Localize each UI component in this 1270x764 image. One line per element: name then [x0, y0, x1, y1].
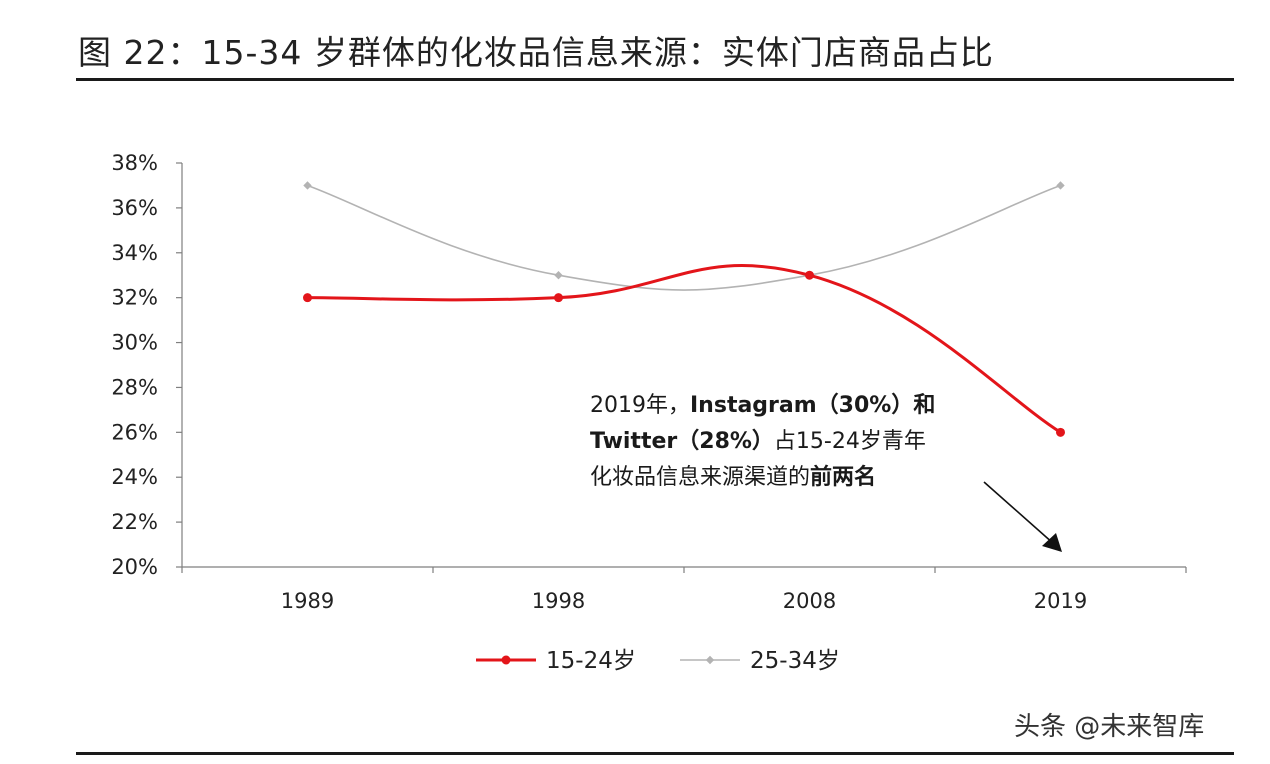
- y-tick-label: 32%: [111, 286, 158, 310]
- y-tick-label: 28%: [111, 375, 158, 399]
- series-line-25-34岁: [307, 184, 1061, 291]
- chart-axes: [181, 163, 1186, 568]
- x-tick-label: 2019: [1034, 589, 1087, 613]
- data-point-25-34岁-1989: [303, 181, 312, 190]
- y-tick-label: 20%: [111, 555, 158, 579]
- legend-marker-25-34岁: [705, 655, 715, 665]
- y-tick-label: 22%: [111, 510, 158, 534]
- data-point-15-24岁-1989: [303, 293, 312, 303]
- annotation-arrow: [983, 481, 1062, 552]
- watermark: 头条 @未来智库: [1014, 712, 1205, 742]
- y-tick-label: 36%: [111, 196, 158, 220]
- y-tick-label: 24%: [111, 465, 158, 489]
- data-point-15-24岁-1998: [554, 293, 563, 303]
- legend-label-15-24岁: 15-24岁: [546, 648, 636, 674]
- annotation-line-1: 2019年，Instagram（30%）和: [590, 388, 1010, 424]
- annotation-line-3: 化妆品信息来源渠道的前两名: [590, 460, 1010, 496]
- arrow-head: [1042, 533, 1062, 552]
- data-point-25-34岁-2019: [1056, 181, 1065, 190]
- data-point-15-24岁-2019: [1056, 427, 1065, 437]
- footer-rule: [76, 752, 1234, 755]
- figure-title: 图 22：15-34 岁群体的化妆品信息来源：实体门店商品占比: [78, 33, 994, 72]
- x-axis-ticks: 1989 1998 2008 2019: [181, 567, 1187, 613]
- x-tick-label: 2008: [783, 589, 836, 613]
- series-line-15-24岁: [307, 264, 1062, 434]
- y-tick-label: 26%: [111, 420, 158, 444]
- chart-legend: 15-24岁 25-34岁: [476, 648, 840, 674]
- legend-marker-15-24岁: [501, 655, 511, 665]
- arrow-shaft: [983, 481, 1055, 545]
- annotation-text: 占15-24岁青年: [773, 429, 926, 454]
- chart-annotation: 2019年，Instagram（30%）和 Twitter（28%）占15-24…: [590, 388, 1010, 496]
- annotation-bold-text: Twitter（28%）: [590, 429, 774, 454]
- annotation-bold-text: Instagram（30%）和: [690, 393, 936, 418]
- annotation-text: 2019年，: [590, 393, 690, 418]
- y-tick-label: 30%: [111, 331, 158, 355]
- legend-label-25-34岁: 25-34岁: [750, 648, 840, 674]
- annotation-bold-text: 前两名: [810, 465, 877, 490]
- x-tick-label: 1989: [281, 589, 334, 613]
- y-tick-label: 38%: [111, 151, 158, 175]
- y-tick-label: 34%: [111, 241, 158, 265]
- data-point-15-24岁-2008: [805, 270, 814, 280]
- chart-series: [303, 181, 1065, 437]
- x-tick-label: 1998: [532, 589, 585, 613]
- y-axis-ticks: 20% 22% 24% 26% 28% 30% 32% 34% 36% 38%: [111, 151, 182, 579]
- data-point-25-34岁-1998: [554, 271, 563, 280]
- title-rule: [76, 78, 1234, 81]
- annotation-line-2: Twitter（28%）占15-24岁青年: [590, 424, 1010, 460]
- annotation-text: 化妆品信息来源渠道的: [590, 465, 811, 490]
